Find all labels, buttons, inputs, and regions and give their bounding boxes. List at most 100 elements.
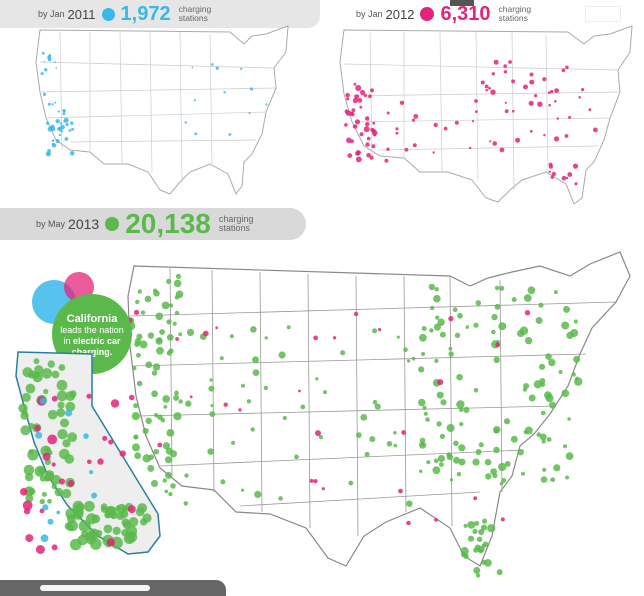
station-dot xyxy=(432,466,441,475)
station-dot xyxy=(47,434,58,445)
station-dot xyxy=(491,313,498,321)
station-dot xyxy=(110,399,120,408)
station-dot xyxy=(231,440,236,445)
station-dot xyxy=(474,520,480,526)
station-dot xyxy=(278,351,286,359)
station-dot xyxy=(492,473,498,479)
top-tab-decoration xyxy=(450,0,474,6)
station-dot xyxy=(461,552,467,558)
station-dot xyxy=(254,490,262,498)
station-dot xyxy=(352,124,358,129)
station-dot xyxy=(151,390,158,398)
station-dot xyxy=(132,366,137,371)
station-dot xyxy=(468,146,472,150)
station-dot xyxy=(86,393,92,399)
station-dot xyxy=(345,110,352,116)
station-dot xyxy=(568,115,572,119)
station-dot xyxy=(386,111,390,115)
station-dot xyxy=(69,390,77,398)
station-dot xyxy=(364,451,370,457)
station-dot xyxy=(503,418,511,425)
station-dot xyxy=(429,328,434,333)
station-dot xyxy=(54,101,57,104)
station-dot xyxy=(170,483,176,489)
station-dot xyxy=(538,302,544,308)
station-dot xyxy=(347,153,353,159)
station-dot xyxy=(437,318,445,326)
station-dot xyxy=(515,137,521,143)
station-dot xyxy=(452,307,458,313)
station-dot xyxy=(519,326,529,335)
station-dot xyxy=(419,437,426,444)
banner-2013-year: 2013 xyxy=(68,216,100,232)
station-dot xyxy=(511,297,517,303)
station-dot xyxy=(250,326,257,333)
station-dot xyxy=(20,488,28,496)
station-dot xyxy=(359,105,363,109)
station-dot xyxy=(43,474,51,482)
station-dot xyxy=(421,351,426,357)
station-dot xyxy=(475,573,481,578)
banner-2013-prefix: by May xyxy=(36,219,66,229)
station-dot xyxy=(539,378,546,384)
station-dot xyxy=(56,390,68,402)
station-dot xyxy=(185,400,192,407)
station-dot xyxy=(472,458,480,466)
station-dot xyxy=(398,488,403,494)
station-dot xyxy=(89,470,94,475)
station-dot xyxy=(309,478,314,483)
station-dot xyxy=(145,417,152,424)
station-dot xyxy=(135,299,140,305)
station-dot xyxy=(575,376,579,381)
station-dot xyxy=(186,328,195,336)
station-dot xyxy=(384,158,389,163)
station-dot xyxy=(472,528,478,534)
station-dot xyxy=(493,446,500,454)
station-dot xyxy=(51,139,55,142)
station-dot xyxy=(47,498,52,504)
station-dot xyxy=(55,119,60,124)
station-dot xyxy=(547,91,551,94)
station-dot xyxy=(548,170,551,173)
station-dot xyxy=(488,86,491,90)
station-dot xyxy=(432,151,435,154)
station-dot xyxy=(57,110,60,113)
station-dot xyxy=(561,321,570,330)
station-dot xyxy=(47,360,55,368)
station-dot xyxy=(34,365,44,375)
station-dot xyxy=(104,505,117,518)
station-dot xyxy=(566,331,574,339)
station-dot xyxy=(353,82,357,86)
station-dot xyxy=(51,143,57,148)
station-dot xyxy=(454,332,461,338)
station-dot xyxy=(544,391,552,400)
station-dot xyxy=(162,478,167,483)
station-dot xyxy=(47,151,51,155)
station-dot xyxy=(473,322,479,328)
station-dot xyxy=(59,122,63,125)
station-dot xyxy=(153,448,160,455)
station-dot xyxy=(340,350,346,356)
station-dot xyxy=(478,548,483,553)
station-dot xyxy=(229,334,234,339)
station-dot xyxy=(241,383,245,388)
station-dot xyxy=(168,492,173,497)
station-dot xyxy=(47,409,58,420)
station-dot xyxy=(65,401,76,412)
station-dot xyxy=(534,94,538,98)
station-dot xyxy=(215,326,219,330)
station-dot xyxy=(103,524,113,534)
station-dot xyxy=(321,487,325,491)
map-2011 xyxy=(35,25,289,196)
station-dot xyxy=(457,312,463,319)
station-dot xyxy=(112,526,121,535)
banner-2011: by Jan 2011 1,972 charging stations xyxy=(0,0,320,28)
station-dot xyxy=(150,479,159,488)
station-dot xyxy=(436,421,442,427)
station-dot xyxy=(165,447,173,455)
station-dot xyxy=(223,91,226,94)
station-dot xyxy=(556,117,559,120)
station-dot xyxy=(35,545,45,554)
station-dot xyxy=(165,471,173,479)
station-dot xyxy=(418,366,425,373)
